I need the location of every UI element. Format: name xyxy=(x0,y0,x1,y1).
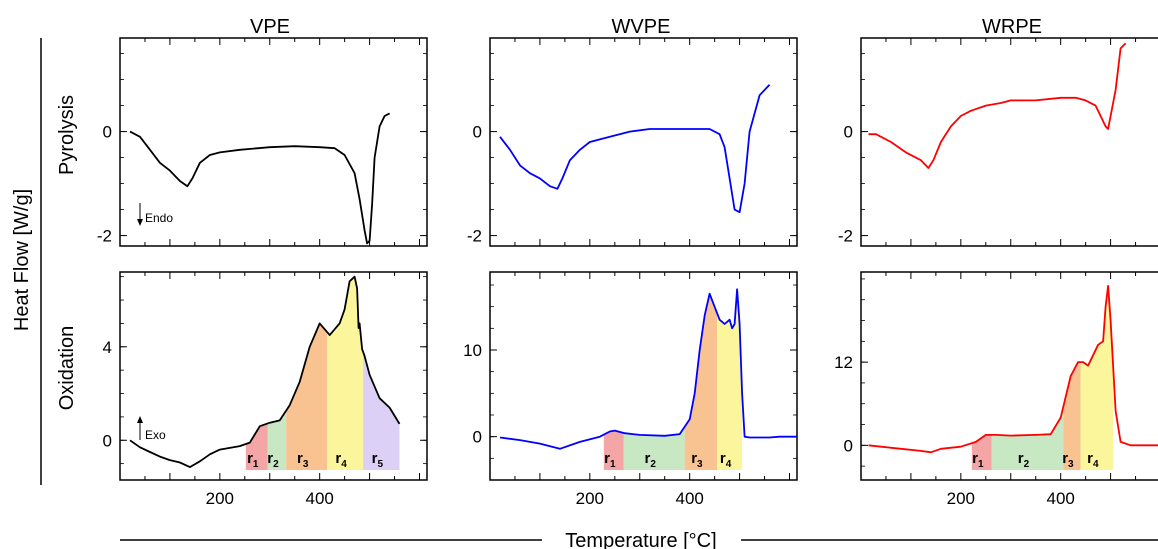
ytick-label--2-vpe-pyrolysis: -2 xyxy=(97,227,112,246)
panel-wvpe-pyrolysis: 0 -2 xyxy=(467,37,798,247)
xtick-label-200-wvpe-oxidation: 200 xyxy=(576,489,604,508)
frame-wvpe-oxidation xyxy=(489,271,798,481)
ytick-label-10-wvpe-oxidation: 10 xyxy=(463,341,482,360)
region-label-r3-wvpe-oxidation: r3 xyxy=(691,450,703,470)
ytick-label-12-wrpe-oxidation: 12 xyxy=(834,353,853,372)
series-line-vpe-oxidation xyxy=(129,275,401,468)
ytick-label-0-wvpe-oxidation: 0 xyxy=(473,428,482,447)
series-line-wvpe-oxidation xyxy=(499,288,797,450)
region-label-r1-vpe-oxidation: r1 xyxy=(247,450,259,470)
endo-indicator: Endo xyxy=(137,203,173,226)
region-label-r3-vpe-oxidation: r3 xyxy=(297,450,309,470)
endo-label: Endo xyxy=(145,211,173,225)
xtick-label-400-wrpe-oxidation: 400 xyxy=(1046,489,1074,508)
region-label-r5-vpe-oxidation: r5 xyxy=(372,450,384,470)
row-label-pyrolysis: Pyrolysis xyxy=(56,95,78,175)
region-r1-wrpe-oxidation xyxy=(971,434,992,470)
panel-wrpe-pyrolysis: 0 -2 xyxy=(838,37,1158,247)
xtick-label-200-wrpe-oxidation: 200 xyxy=(947,489,975,508)
frame-wvpe-pyrolysis xyxy=(489,37,798,247)
frame-wrpe-oxidation xyxy=(860,271,1158,481)
ytick-label-0-wrpe-pyrolysis: 0 xyxy=(844,123,853,142)
region-label-r4-wvpe-oxidation: r4 xyxy=(720,450,732,470)
ytick-label-0-wvpe-pyrolysis: 0 xyxy=(473,123,482,142)
region-label-r3-wrpe-oxidation: r3 xyxy=(1062,450,1074,470)
series-line-wrpe-pyrolysis xyxy=(868,42,1127,169)
ytick-label--2-wvpe-pyrolysis: -2 xyxy=(467,227,482,246)
col-title-wrpe: WRPE xyxy=(982,16,1042,38)
col-title-wvpe: WVPE xyxy=(612,16,671,38)
col-title-vpe: VPE xyxy=(250,16,290,38)
exo-indicator: Exo xyxy=(137,416,166,442)
ytick-label-4-vpe-oxidation: 4 xyxy=(103,338,112,357)
region-r4-wrpe-oxidation xyxy=(1080,287,1114,470)
region-label-r2-wvpe-oxidation: r2 xyxy=(645,450,657,470)
region-r3-vpe-oxidation xyxy=(286,325,328,470)
series-line-wvpe-pyrolysis xyxy=(499,84,771,214)
panel-vpe-oxidation: r1 r2 r3 r4 r5 0 4 200 400 xyxy=(103,271,428,508)
region-r4-wvpe-oxidation xyxy=(717,289,743,470)
region-r4-vpe-oxidation xyxy=(327,277,364,470)
region-label-r1-wvpe-oxidation: r1 xyxy=(604,450,616,470)
region-label-r1-wrpe-oxidation: r1 xyxy=(972,450,984,470)
global-ylabel: Heat Flow [W/g] xyxy=(11,189,33,331)
region-label-r4-vpe-oxidation: r4 xyxy=(335,450,347,470)
row-label-oxidation: Oxidation xyxy=(56,326,78,411)
xtick-label-400-vpe-oxidation: 400 xyxy=(305,489,333,508)
frame-vpe-pyrolysis xyxy=(119,37,428,247)
region-label-r2-wrpe-oxidation: r2 xyxy=(1018,450,1030,470)
region-r1-wvpe-oxidation xyxy=(603,430,624,470)
frame-vpe-oxidation xyxy=(119,271,428,481)
series-line-vpe-pyrolysis xyxy=(129,112,391,245)
ytick-label-0-vpe-oxidation: 0 xyxy=(103,431,112,450)
region-r3-wvpe-oxidation xyxy=(684,296,718,470)
xtick-label-400-wvpe-oxidation: 400 xyxy=(675,489,703,508)
frame-wrpe-pyrolysis xyxy=(860,37,1158,247)
panel-wvpe-oxidation: r1 r2 r3 r4 0 10 200 400 xyxy=(463,271,798,508)
ytick-label--2-wrpe-pyrolysis: -2 xyxy=(838,227,853,246)
region-r1-vpe-oxidation xyxy=(245,423,268,470)
region-label-r2-vpe-oxidation: r2 xyxy=(267,450,279,470)
series-line-wrpe-oxidation xyxy=(868,285,1158,454)
xtick-label-200-vpe-oxidation: 200 xyxy=(206,489,234,508)
exo-label: Exo xyxy=(145,428,166,442)
region-r2-wrpe-oxidation xyxy=(991,407,1064,470)
panel-vpe-pyrolysis: 0 -2 xyxy=(97,37,428,247)
region-label-r4-wrpe-oxidation: r4 xyxy=(1087,450,1099,470)
ytick-label-0-vpe-pyrolysis: 0 xyxy=(103,123,112,142)
panel-wrpe-oxidation: r1 r2 r3 r4 0 12 200 400 xyxy=(834,271,1158,508)
global-xlabel: Temperature [°C] xyxy=(565,530,716,549)
region-r2-vpe-oxidation xyxy=(267,410,287,470)
region-r2-wvpe-oxidation xyxy=(623,426,685,470)
ytick-label-0-wrpe-oxidation: 0 xyxy=(844,436,853,455)
